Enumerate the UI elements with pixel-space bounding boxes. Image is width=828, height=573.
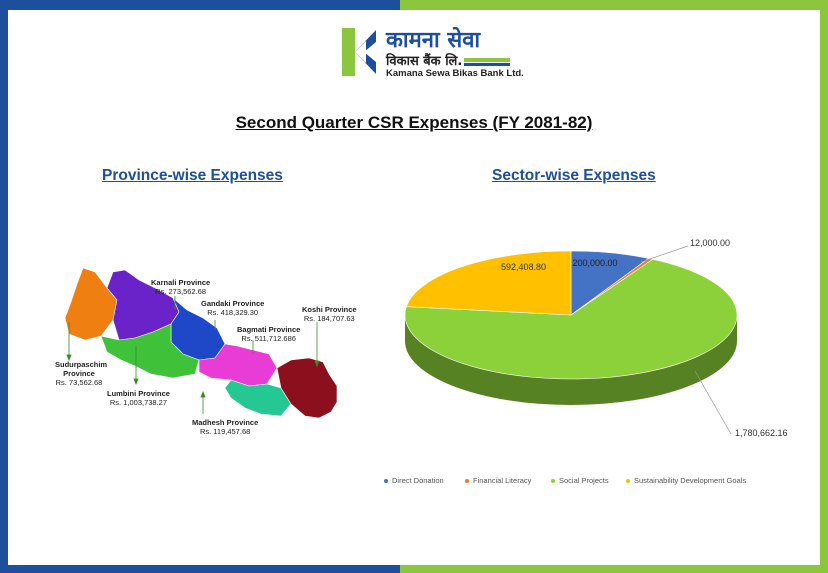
legend-label: Sustainability Development Goals (634, 476, 747, 485)
legend-item-direct-donation: Direct Donation (384, 476, 444, 485)
legend-swatch (626, 479, 630, 484)
frame-top-green (400, 0, 828, 10)
legend-swatch (384, 479, 388, 484)
data-label-social-projects: 1,780,662.16 (735, 428, 788, 438)
frame-left-blue (0, 0, 8, 573)
leader-line-2 (694, 370, 732, 435)
madhesh-label: Madhesh Province Rs. 119,457.68 (192, 418, 259, 436)
nepal-map-graphic (64, 267, 338, 419)
bank-logo: कामना सेवा विकास बैंक लि. Kamana Sewa Bi… (342, 26, 524, 82)
logo-green-bar (464, 58, 510, 62)
sector-heading: Sector-wise Expenses (492, 167, 656, 184)
logo-nepali-name: कामना सेवा (386, 28, 481, 53)
legend-label: Financial Literacy (473, 476, 532, 485)
frame-bottom-blue (0, 565, 400, 573)
legend-item-financial-literacy: Financial Literacy (465, 476, 531, 485)
lumbini-label: Lumbini Province Rs. 1,003,738.27 (107, 389, 170, 407)
legend-item-social-projects: Social Projects (551, 476, 609, 485)
data-label-financial-literacy: 12,000.00 (690, 238, 730, 248)
bank-logo-mark-icon (342, 28, 376, 76)
logo-blue-bar (464, 63, 510, 66)
frame-bottom-green (400, 565, 828, 573)
leader-line-1 (640, 245, 689, 263)
legend-label: Direct Donation (392, 476, 444, 485)
karnali-label: Karnali Province Rs. 273,562.68 (151, 278, 211, 296)
koshi-label: Koshi Province Rs. 184,707.63 (302, 305, 357, 323)
page-title: Second Quarter CSR Expenses (FY 2081-82) (235, 113, 593, 132)
frame-right-green (820, 0, 828, 573)
data-label-direct-donation: 200,000.00 (572, 258, 617, 268)
chart-legend: Direct Donation Financial Literacy Social … (0, 476, 828, 488)
sudurpaschim-label: Sudurpaschim Province Rs. 73,562.68 (55, 360, 108, 387)
bagmati-label: Bagmati Province Rs. 511,712.686 (237, 325, 301, 343)
data-label-sustainability-development-goals: 592,408.80 (501, 262, 546, 272)
pie-slice-sustainability-development-goals (406, 250, 572, 316)
legend-swatch (551, 479, 555, 484)
province-map: Karnali Province Rs. 273,562.68 Gandaki P… (55, 262, 357, 437)
map-sudurpaschim (64, 267, 118, 341)
legend-label: Social Projects (559, 476, 609, 485)
frame-top-blue (0, 0, 400, 10)
logo-nepali-subname: विकास बैंक लि. (386, 54, 463, 69)
map-koshi (276, 357, 338, 419)
pie-side-social-projects (405, 315, 737, 405)
pie-slice-social-projects (404, 258, 738, 380)
map-madhesh (224, 379, 292, 417)
legend-item-sustainability-development-goals: Sustainability Development Goals (626, 476, 746, 485)
gandaki-label: Gandaki Province Rs. 418,329.30 (201, 299, 265, 317)
province-heading: Province-wise Expenses (102, 167, 283, 184)
pie-chart-svg: 200,000.00 12,000.00 1,780,662.16 592,408.8… (404, 238, 788, 438)
legend-swatch (465, 479, 469, 484)
sector-pie-chart: 200,000.00 12,000.00 1,780,662.16 592,408.8… (395, 235, 805, 450)
logo-english-name: Kamana Sewa Bikas Bank Ltd. (386, 68, 524, 79)
